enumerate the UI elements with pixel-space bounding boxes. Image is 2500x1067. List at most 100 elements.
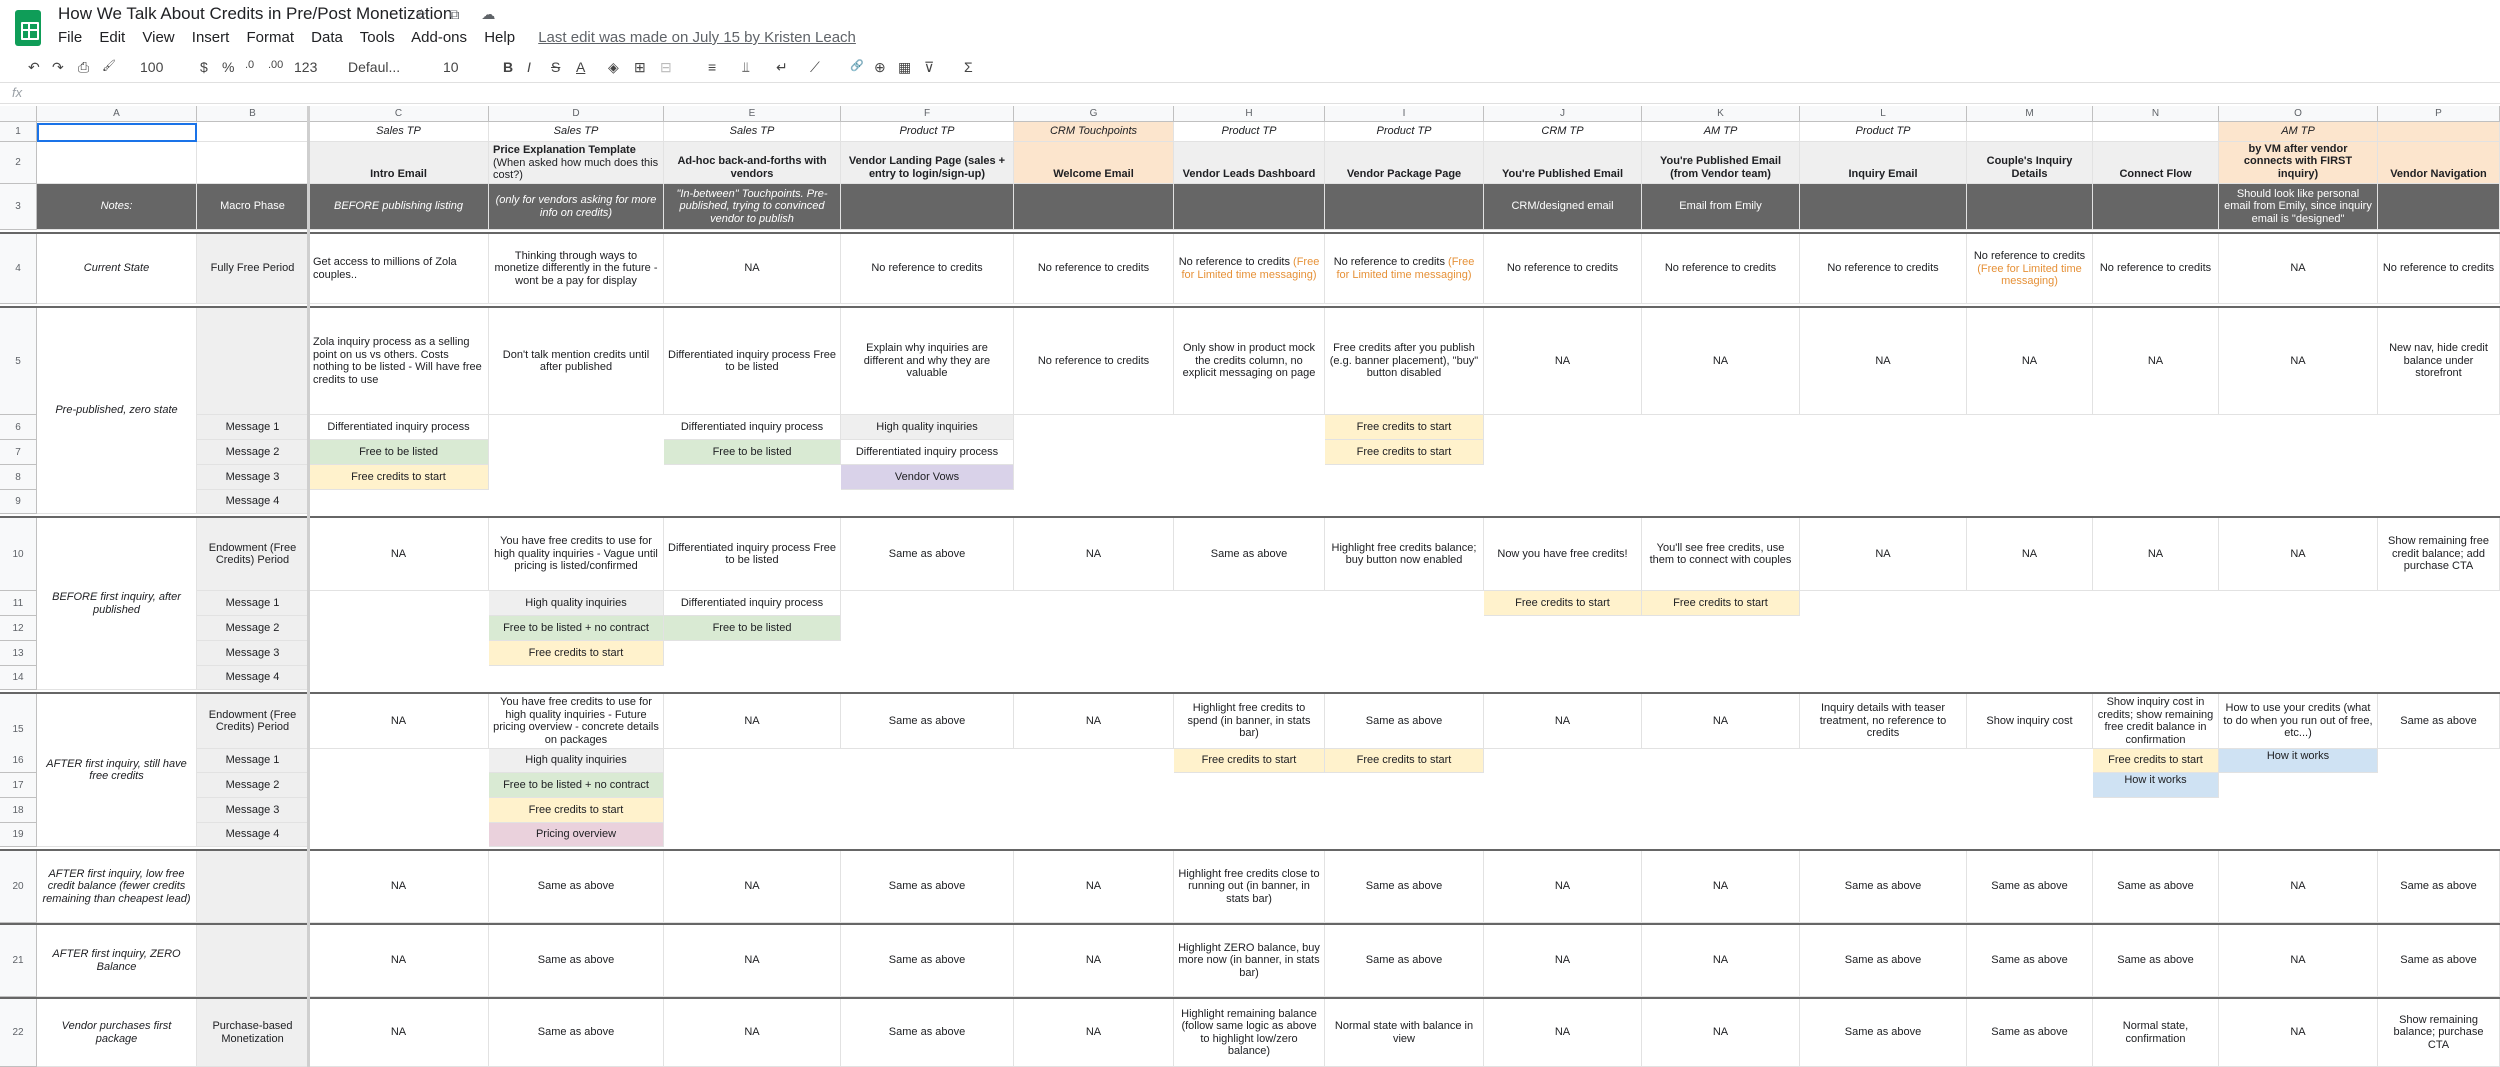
cell-c7[interactable]: Free to be listed — [309, 440, 489, 465]
cell-c5[interactable]: Zola inquiry process as a selling point … — [309, 308, 489, 415]
cell-j2[interactable]: You're Published Email — [1484, 142, 1642, 184]
cell-n15[interactable]: Show inquiry cost in credits; show remai… — [2093, 694, 2219, 749]
cell-g5[interactable]: No reference to credits — [1014, 308, 1174, 415]
paint-format-icon[interactable]: 🖌 — [102, 60, 116, 72]
cell-b12[interactable]: Message 2 — [197, 616, 309, 641]
cell-n20[interactable]: Same as above — [2093, 851, 2219, 923]
more-formats-button[interactable]: 123 — [294, 59, 318, 75]
cell-p3[interactable] — [2378, 184, 2500, 230]
cell-d12[interactable]: Free to be listed + no contract — [489, 616, 664, 641]
cell-i21[interactable]: Same as above — [1325, 925, 1484, 997]
row-header-11[interactable]: 11 — [0, 591, 37, 616]
insert-link-icon[interactable]: 🔗 — [850, 60, 864, 72]
cell-g21[interactable]: NA — [1014, 925, 1174, 997]
column-header-e[interactable]: E — [664, 106, 841, 122]
row-header-20[interactable]: 20 — [0, 851, 37, 923]
cell-h10[interactable]: Same as above — [1174, 518, 1325, 591]
cell-a22[interactable]: Vendor purchases first package — [37, 999, 197, 1067]
cell-l5[interactable]: NA — [1800, 308, 1967, 415]
cell-i3[interactable] — [1325, 184, 1484, 230]
italic-button[interactable]: I — [527, 59, 531, 75]
cell-b4[interactable]: Fully Free Period — [197, 234, 309, 304]
cell-e10[interactable]: Differentiated inquiry process Free to b… — [664, 518, 841, 591]
cell-h3[interactable] — [1174, 184, 1325, 230]
fill-color-icon[interactable]: ◈ — [608, 59, 619, 75]
cell-m3[interactable] — [1967, 184, 2093, 230]
cell-h21[interactable]: Highlight ZERO balance, buy more now (in… — [1174, 925, 1325, 997]
cell-j3[interactable]: CRM/designed email — [1484, 184, 1642, 230]
menu-data[interactable]: Data — [311, 29, 343, 46]
cell-l3[interactable] — [1800, 184, 1967, 230]
cell-k22[interactable]: NA — [1642, 999, 1800, 1067]
menu-help[interactable]: Help — [484, 29, 516, 46]
cell-d1[interactable]: Sales TP — [489, 122, 664, 142]
cell-o22[interactable]: NA — [2219, 999, 2378, 1067]
cell-k15[interactable]: NA — [1642, 694, 1800, 749]
row-header-10[interactable]: 10 — [0, 518, 37, 591]
cell-b10[interactable]: Endowment (Free Credits) Period — [197, 518, 309, 591]
insert-chart-icon[interactable]: ▦ — [898, 59, 912, 75]
cell-i6[interactable]: Free credits to start — [1325, 415, 1484, 440]
cell-j1[interactable]: CRM TP — [1484, 122, 1642, 142]
cell-j21[interactable]: NA — [1484, 925, 1642, 997]
cell-j20[interactable]: NA — [1484, 851, 1642, 923]
increase-decimal-button[interactable]: .00 — [268, 59, 284, 71]
undo-icon[interactable]: ↶ — [28, 59, 40, 75]
column-header-m[interactable]: M — [1967, 106, 2093, 122]
cell-a2[interactable] — [37, 142, 197, 184]
row-header-17[interactable]: 17 — [0, 773, 37, 798]
cell-a15[interactable]: AFTER first inquiry, still have free cre… — [37, 694, 197, 847]
cell-n16[interactable]: Free credits to start — [2093, 749, 2219, 773]
row-header-4[interactable]: 4 — [0, 234, 37, 304]
cell-l4[interactable]: No reference to credits — [1800, 234, 1967, 304]
row-header-6[interactable]: 6 — [0, 415, 37, 440]
cell-d3[interactable]: (only for vendors asking for more info o… — [489, 184, 664, 230]
cell-g1[interactable]: CRM Touchpoints — [1014, 122, 1174, 142]
cell-n21[interactable]: Same as above — [2093, 925, 2219, 997]
cell-b19[interactable]: Message 4 — [197, 823, 309, 847]
bold-button[interactable]: B — [503, 59, 514, 75]
cell-b17[interactable]: Message 2 — [197, 773, 309, 798]
borders-icon[interactable]: ⊞ — [634, 59, 646, 75]
cell-m4[interactable]: No reference to credits (Free for Limite… — [1967, 234, 2093, 304]
font-select[interactable]: Defaul... — [348, 59, 401, 75]
cell-d19[interactable]: Pricing overview — [489, 823, 664, 847]
cell-l20[interactable]: Same as above — [1800, 851, 1967, 923]
cell-e7[interactable]: Free to be listed — [664, 440, 841, 465]
row-header-16[interactable]: 16 — [0, 749, 37, 773]
cell-f22[interactable]: Same as above — [841, 999, 1014, 1067]
cell-a3[interactable]: Notes: — [37, 184, 197, 230]
cell-d13[interactable]: Free credits to start — [489, 641, 664, 666]
cell-h5[interactable]: Only show in product mock the credits co… — [1174, 308, 1325, 415]
cell-e5[interactable]: Differentiated inquiry process Free to b… — [664, 308, 841, 415]
cell-b11[interactable]: Message 1 — [197, 591, 309, 616]
cell-n3[interactable] — [2093, 184, 2219, 230]
insert-comment-icon[interactable]: ⊕ — [874, 59, 886, 75]
cell-i22[interactable]: Normal state with balance in view — [1325, 999, 1484, 1067]
print-icon[interactable]: ⎙ — [78, 59, 90, 75]
cell-e11[interactable]: Differentiated inquiry process — [664, 591, 841, 616]
horizontal-align-icon[interactable]: ≡ — [708, 59, 717, 75]
cell-j5[interactable]: NA — [1484, 308, 1642, 415]
column-header-n[interactable]: N — [2093, 106, 2219, 122]
cell-e3[interactable]: "In-between" Touchpoints. Pre-published,… — [664, 184, 841, 230]
cell-d17[interactable]: Free to be listed + no contract — [489, 773, 664, 798]
merge-cells-icon[interactable]: ⊟ — [660, 59, 672, 75]
column-header-c[interactable]: C — [309, 106, 489, 122]
cell-m20[interactable]: Same as above — [1967, 851, 2093, 923]
cell-c3[interactable]: BEFORE publishing listing — [309, 184, 489, 230]
cell-o1[interactable]: AM TP — [2219, 122, 2378, 142]
cell-a4[interactable]: Current State — [37, 234, 197, 304]
cell-k10[interactable]: You'll see free credits, use them to con… — [1642, 518, 1800, 591]
row-header-3[interactable]: 3 — [0, 184, 37, 230]
cell-b13[interactable]: Message 3 — [197, 641, 309, 666]
cell-g2[interactable]: Welcome Email — [1014, 142, 1174, 184]
cell-m21[interactable]: Same as above — [1967, 925, 2093, 997]
cell-a20[interactable]: AFTER first inquiry, low free credit bal… — [37, 851, 197, 923]
cell-e12[interactable]: Free to be listed — [664, 616, 841, 641]
cell-e6[interactable]: Differentiated inquiry process — [664, 415, 841, 440]
cell-f2[interactable]: Vendor Landing Page (sales + entry to lo… — [841, 142, 1014, 184]
cell-o21[interactable]: NA — [2219, 925, 2378, 997]
menu-addons[interactable]: Add-ons — [411, 29, 468, 46]
cell-c22[interactable]: NA — [309, 999, 489, 1067]
